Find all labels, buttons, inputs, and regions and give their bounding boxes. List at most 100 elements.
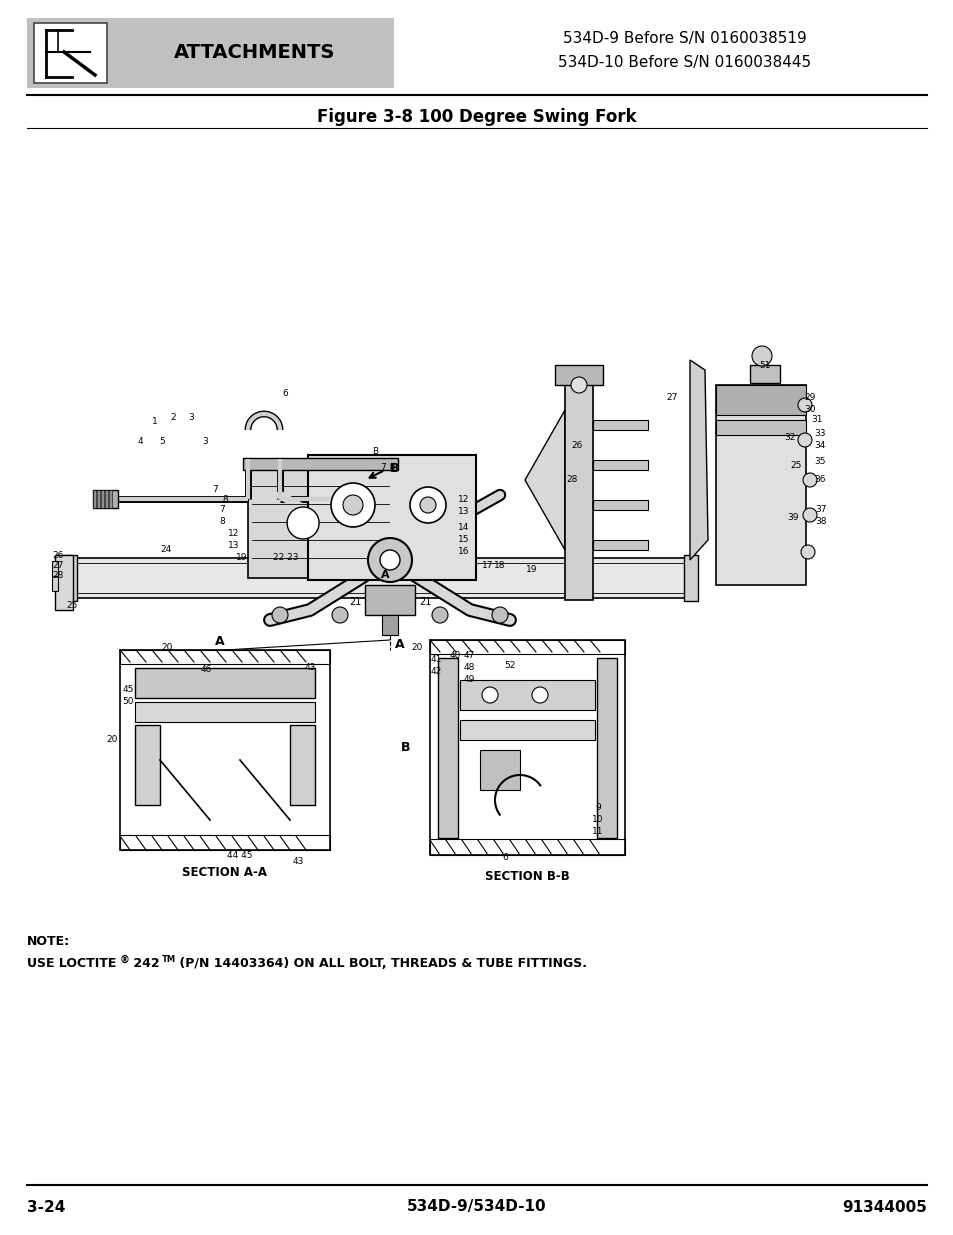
- Text: 15: 15: [457, 536, 469, 545]
- Polygon shape: [689, 359, 707, 559]
- Circle shape: [368, 538, 412, 582]
- Circle shape: [797, 398, 811, 412]
- Text: 38: 38: [815, 517, 826, 526]
- Text: 7: 7: [212, 485, 217, 494]
- Circle shape: [532, 687, 547, 703]
- Bar: [52, 561, 58, 576]
- Text: 25: 25: [789, 461, 801, 469]
- Text: 3: 3: [188, 414, 193, 422]
- Text: A: A: [214, 635, 224, 648]
- Text: 8: 8: [219, 517, 225, 526]
- Text: 50: 50: [122, 698, 133, 706]
- Bar: [55, 555, 73, 610]
- Text: 16: 16: [457, 547, 469, 557]
- Bar: [105, 490, 108, 508]
- Text: 21: 21: [349, 597, 361, 606]
- Text: 4: 4: [137, 437, 143, 447]
- Text: 41: 41: [430, 656, 441, 664]
- Bar: [749, 366, 780, 383]
- Text: 29: 29: [803, 394, 815, 403]
- Bar: [65, 558, 696, 598]
- Text: 52: 52: [504, 662, 516, 671]
- Text: 19: 19: [526, 566, 537, 574]
- Text: 32: 32: [783, 432, 795, 441]
- Bar: [459, 720, 595, 740]
- Text: ATTACHMENTS: ATTACHMENTS: [174, 43, 335, 63]
- Text: 5: 5: [159, 437, 165, 447]
- Bar: [430, 640, 624, 855]
- Text: Figure 3-8 100 Degree Swing Fork: Figure 3-8 100 Degree Swing Fork: [316, 107, 637, 126]
- Text: 28: 28: [566, 475, 578, 484]
- Text: 534D-10 Before S/N 0160038445: 534D-10 Before S/N 0160038445: [558, 54, 811, 69]
- Text: 28: 28: [52, 571, 64, 579]
- Text: 30: 30: [803, 405, 815, 415]
- Circle shape: [343, 495, 363, 515]
- Bar: [716, 385, 805, 415]
- Text: SECTION A-A: SECTION A-A: [182, 866, 267, 878]
- Bar: [65, 555, 77, 601]
- Text: 20: 20: [411, 643, 422, 652]
- Bar: [135, 668, 314, 698]
- Text: 13: 13: [228, 541, 239, 551]
- Text: 18: 18: [494, 561, 505, 569]
- Text: 42: 42: [430, 667, 441, 677]
- Bar: [243, 458, 397, 471]
- Text: 44 45: 44 45: [227, 851, 253, 860]
- Circle shape: [797, 433, 811, 447]
- Text: NOTE:: NOTE:: [27, 935, 71, 948]
- Bar: [716, 420, 805, 435]
- Bar: [135, 725, 160, 805]
- Bar: [555, 366, 602, 385]
- Polygon shape: [524, 410, 564, 550]
- Text: (P/N 14403364) ON ALL BOLT, THREADS & TUBE FITTINGS.: (P/N 14403364) ON ALL BOLT, THREADS & TU…: [174, 957, 586, 969]
- Text: 12: 12: [228, 530, 239, 538]
- Text: TM: TM: [162, 955, 176, 965]
- Bar: [564, 380, 593, 600]
- Text: 36: 36: [814, 475, 825, 484]
- Text: 2: 2: [170, 414, 175, 422]
- Text: 43: 43: [292, 857, 303, 867]
- Bar: [120, 650, 330, 664]
- Circle shape: [331, 483, 375, 527]
- Text: 12: 12: [457, 495, 469, 505]
- Circle shape: [571, 377, 586, 393]
- Circle shape: [379, 550, 399, 571]
- Text: B: B: [372, 447, 377, 456]
- Bar: [248, 468, 393, 578]
- Circle shape: [287, 508, 318, 538]
- Bar: [593, 420, 647, 430]
- Text: A: A: [395, 638, 404, 651]
- Text: 1: 1: [152, 417, 157, 426]
- Text: 20: 20: [106, 736, 117, 745]
- Text: 48: 48: [463, 663, 475, 673]
- Bar: [716, 385, 805, 585]
- Text: 24: 24: [160, 546, 172, 555]
- Text: 27: 27: [52, 561, 64, 569]
- Text: 11: 11: [592, 827, 603, 836]
- Text: 45: 45: [122, 685, 133, 694]
- Bar: [430, 839, 624, 855]
- Text: 13: 13: [457, 508, 469, 516]
- Bar: [593, 540, 647, 550]
- Text: 26: 26: [571, 441, 582, 451]
- Text: 9: 9: [595, 804, 600, 813]
- Circle shape: [272, 606, 288, 622]
- Bar: [683, 555, 698, 601]
- Text: 46: 46: [200, 666, 212, 674]
- Text: B: B: [400, 741, 410, 755]
- Bar: [101, 490, 104, 508]
- Text: 534D-9 Before S/N 0160038519: 534D-9 Before S/N 0160038519: [562, 31, 806, 46]
- Text: 25: 25: [67, 600, 77, 610]
- Text: 20: 20: [161, 643, 172, 652]
- Bar: [34, 23, 107, 83]
- Text: SECTION B-B: SECTION B-B: [485, 871, 569, 883]
- Bar: [593, 500, 647, 510]
- Bar: [120, 835, 330, 850]
- Text: 3-24: 3-24: [27, 1199, 66, 1214]
- Bar: [92, 490, 118, 508]
- Bar: [479, 750, 519, 790]
- Text: 22 23: 22 23: [273, 553, 298, 562]
- Circle shape: [332, 606, 348, 622]
- Text: 6: 6: [282, 389, 288, 398]
- Text: 19: 19: [236, 553, 248, 562]
